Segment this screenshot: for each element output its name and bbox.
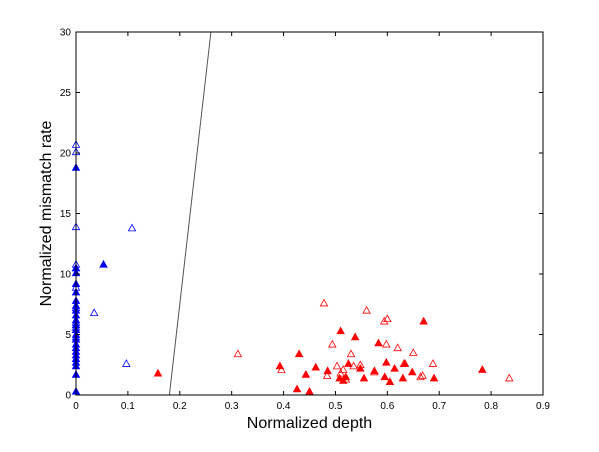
boundary-line-layer	[168, 31, 212, 396]
x-tick-label: 0.3	[225, 401, 239, 412]
x-tick-label: 0.4	[277, 401, 291, 412]
hollow-blue-triangle-point	[122, 359, 131, 367]
x-tick-label: 0.5	[328, 401, 342, 412]
hollow-red-triangle-point	[428, 359, 438, 367]
hollow-red-triangle-point	[383, 314, 392, 323]
filled-red-triangle-point	[382, 357, 391, 366]
hollow-red-triangle-point	[504, 373, 514, 382]
y-axis-label: Normalized mismatch rate	[38, 120, 55, 306]
filled-red-triangle-point	[305, 386, 314, 395]
y-tick-label: 5	[65, 330, 71, 341]
filled-red-triangle-point	[380, 372, 390, 381]
filled-red-triangle-point	[153, 368, 163, 377]
filled-red-triangle-point	[294, 349, 304, 358]
hollow-red-triangle-point	[379, 316, 389, 325]
hollow-red-triangle-point	[341, 374, 351, 383]
data-points-layer	[71, 140, 514, 395]
hollow-red-triangle-point	[416, 372, 425, 381]
filled-red-triangle-point	[478, 365, 487, 373]
y-tick-label: 30	[60, 28, 72, 39]
y-tick-label: 10	[60, 270, 72, 281]
x-tick-label: 0	[73, 401, 79, 412]
hollow-red-triangle-point	[356, 360, 365, 369]
filled-red-triangle-point	[350, 332, 360, 341]
hollow-red-triangle-point	[319, 298, 329, 307]
filled-red-triangle-point	[359, 373, 369, 382]
filled-red-triangle-point	[407, 367, 417, 376]
x-tick-label: 0.1	[121, 401, 135, 412]
filled-red-triangle-point	[344, 359, 353, 367]
y-tick-label: 15	[60, 209, 72, 220]
hollow-red-triangle-point	[399, 359, 409, 367]
y-tick-label: 25	[60, 88, 72, 99]
y-tick-label: 0	[65, 391, 71, 402]
filled-red-triangle-point	[292, 384, 302, 393]
filled-red-triangle-point	[374, 338, 383, 347]
y-axis-ticks: 0 5 10 15 20 25 30	[60, 28, 543, 402]
filled-red-triangle-point	[335, 373, 344, 382]
hollow-red-triangle-point	[370, 367, 379, 376]
x-tick-label: 0.9	[536, 401, 550, 412]
filled-blue-triangle-point	[99, 259, 108, 268]
hollow-red-triangle-point	[332, 361, 342, 370]
x-tick-label: 0.7	[432, 401, 446, 412]
decision-boundary-line	[168, 31, 212, 396]
filled-red-triangle-point	[336, 326, 345, 335]
plot-area-frame	[75, 31, 544, 396]
x-tick-label: 0.8	[484, 401, 498, 412]
filled-red-triangle-point	[419, 316, 428, 325]
x-tick-label: 0.2	[173, 401, 187, 412]
hollow-blue-triangle-point	[127, 223, 137, 232]
x-tick-label: 0.6	[380, 401, 394, 412]
filled-red-triangle-point	[385, 377, 395, 385]
hollow-red-triangle-point	[338, 365, 348, 373]
x-axis-ticks: 0 0.1 0.2 0.3 0.4 0.5 0.6 0.7 0.8 0.9	[73, 32, 550, 412]
filled-red-triangle-point	[398, 373, 408, 382]
x-axis-label: Normalized depth	[247, 415, 372, 432]
y-tick-label: 20	[60, 149, 72, 160]
hollow-red-triangle-point	[418, 371, 427, 379]
hollow-blue-triangle-point	[89, 308, 99, 317]
hollow-red-triangle-point	[346, 349, 356, 358]
hollow-red-triangle-point	[277, 365, 286, 373]
hollow-red-triangle-point	[328, 339, 337, 348]
hollow-red-triangle-point	[233, 349, 243, 358]
filled-red-triangle-point	[390, 363, 399, 372]
hollow-red-triangle-point	[393, 343, 402, 352]
hollow-red-triangle-point	[322, 371, 332, 379]
hollow-red-triangle-point	[382, 339, 391, 348]
filled-red-triangle-point	[429, 373, 439, 382]
hollow-red-triangle-point	[362, 305, 371, 314]
hollow-red-triangle-point	[409, 348, 418, 356]
filled-red-triangle-point	[301, 370, 311, 378]
hollow-red-triangle-point	[349, 361, 358, 370]
filled-red-triangle-point	[311, 362, 321, 371]
